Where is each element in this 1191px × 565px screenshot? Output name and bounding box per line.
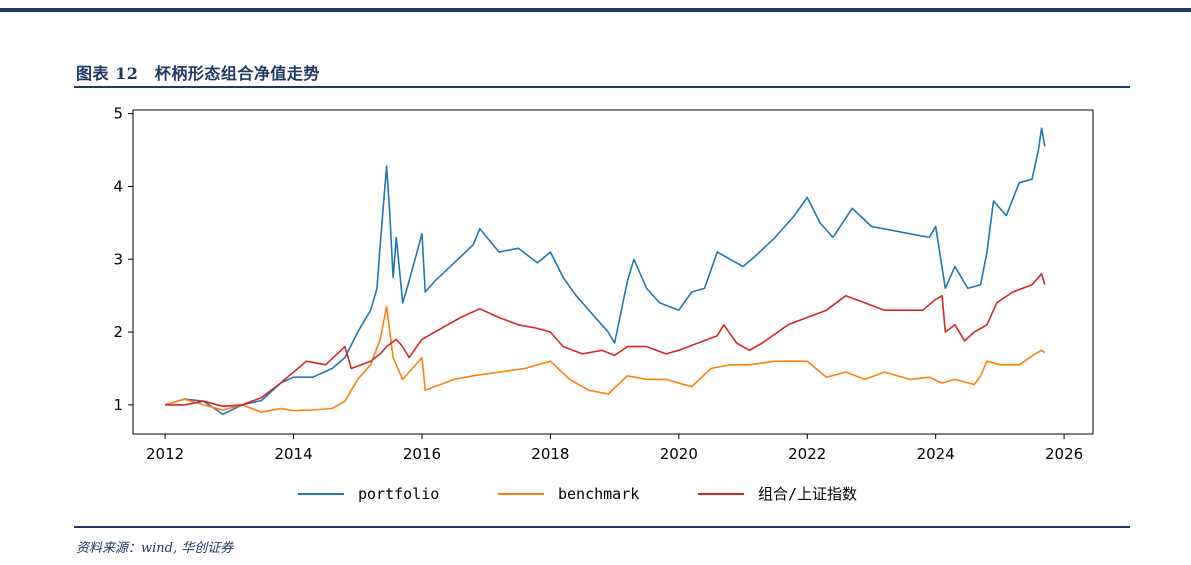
y-tick-label: 5 xyxy=(113,105,123,123)
legend-ratio-label: 组合/上证指数 xyxy=(758,485,857,503)
benchmark-line xyxy=(164,305,1046,413)
top-bar xyxy=(0,8,1191,12)
x-tick-label: 2020 xyxy=(660,445,698,463)
y-tick-label: 3 xyxy=(113,250,123,268)
legend-benchmark-label: benchmark xyxy=(558,485,639,503)
y-tick-label: 4 xyxy=(113,177,123,195)
x-tick-label: 2012 xyxy=(146,445,184,463)
y-tick-label: 2 xyxy=(113,323,123,341)
y-tick-label: 1 xyxy=(113,396,123,414)
ratio-line xyxy=(165,273,1046,408)
legend-portfolio-label: portfolio xyxy=(358,485,439,503)
x-tick-label: 2014 xyxy=(274,445,312,463)
x-tick-label: 2024 xyxy=(917,445,955,463)
title-divider xyxy=(74,86,1130,88)
x-tick-label: 2026 xyxy=(1045,445,1083,463)
plot-frame xyxy=(132,109,1094,435)
portfolio-line xyxy=(164,127,1046,416)
x-tick-label: 2016 xyxy=(403,445,441,463)
footer-divider xyxy=(74,526,1130,528)
x-tick-label: 2018 xyxy=(531,445,569,463)
chart-title: 图表 12 杯柄形态组合净值走势 xyxy=(76,64,320,83)
source-note: 资料来源：wind, 华创证券 xyxy=(76,541,234,556)
x-tick-label: 2022 xyxy=(788,445,826,463)
